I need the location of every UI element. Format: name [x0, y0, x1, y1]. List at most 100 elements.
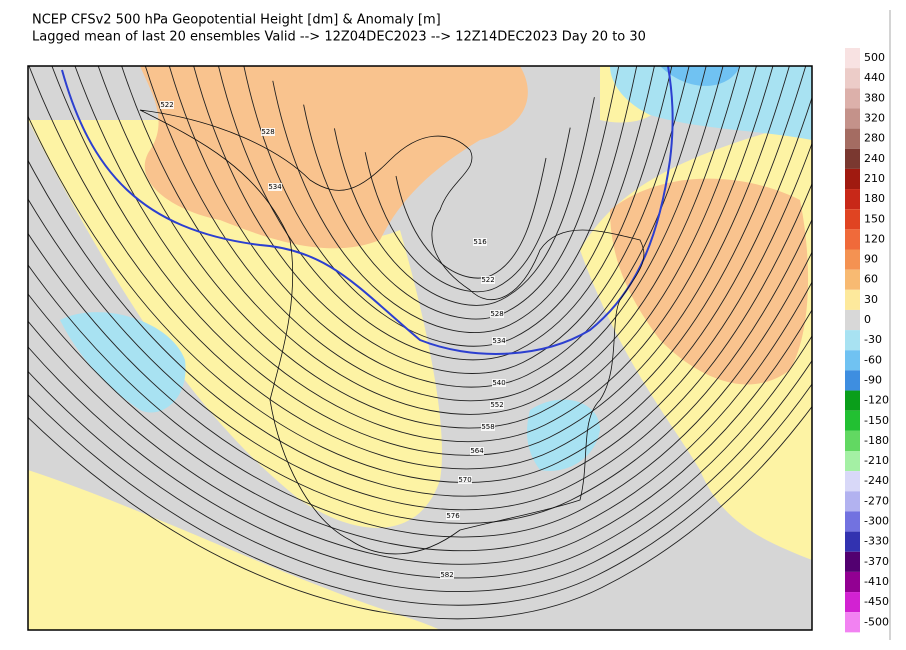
contour-line [218, 66, 673, 361]
colorbar-label: 0 [864, 313, 871, 326]
contour-line [28, 281, 812, 551]
colorbar-swatch [845, 108, 860, 129]
contour-line [168, 66, 707, 388]
colorbar-swatch [845, 249, 860, 270]
title: NCEP CFSv2 500 hPa Geopotential Height [… [32, 13, 441, 28]
contour-line [395, 157, 547, 279]
colorbar-swatch [845, 370, 860, 391]
colorbar-swatch [845, 209, 860, 230]
colorbar-swatch [845, 430, 860, 451]
contour-label: 564 [470, 447, 484, 455]
contour-label: 528 [261, 128, 274, 136]
colorbar-label: -500 [864, 615, 889, 628]
colorbar-swatch [845, 350, 860, 371]
colorbar: 500 440 380 320 280 240 210 180 150 120 90 60 30 0 -30… [845, 48, 889, 633]
contour-label: 516 [473, 238, 487, 246]
colorbar-swatch [845, 189, 860, 210]
colorbar-swatch [845, 491, 860, 512]
contour-line [51, 66, 790, 456]
contour-label: 570 [458, 476, 471, 484]
contour-line [272, 66, 638, 333]
contour-label: 534 [492, 337, 506, 345]
colorbar-swatch [845, 48, 860, 69]
contour-line [121, 66, 741, 415]
contour-line [28, 96, 812, 483]
contour-line [74, 66, 774, 443]
contour-line [243, 66, 655, 347]
colorbar-label: -180 [864, 434, 889, 447]
colorbar-label: -370 [864, 555, 889, 568]
colorbar-label: -90 [864, 373, 882, 386]
colorbar-swatch [845, 471, 860, 492]
contour-label: 576 [446, 512, 460, 520]
colorbar-label: 180 [864, 192, 885, 205]
contour-label: 558 [481, 423, 494, 431]
colorbar-label: -210 [864, 454, 889, 467]
colorbar-label: -60 [864, 353, 882, 366]
colorbar-label: 210 [864, 172, 885, 185]
contour-line [303, 66, 620, 320]
contour-line [28, 251, 812, 538]
colorbar-swatch [845, 551, 860, 572]
colorbar-label: 440 [864, 71, 885, 84]
contour-line [28, 182, 812, 511]
map-frame [27, 65, 813, 631]
contour-label: 522 [160, 101, 173, 109]
colorbar-label: -410 [864, 575, 889, 588]
colorbar-label: 60 [864, 273, 878, 286]
contour-line [28, 405, 812, 620]
colorbar-label: 280 [864, 132, 885, 145]
colorbar-swatch [845, 592, 860, 613]
colorbar-label: -450 [864, 595, 889, 608]
colorbar-label: -120 [864, 394, 889, 407]
colorbar-swatch [845, 128, 860, 149]
colorbar-swatch [845, 269, 860, 290]
colorbar-label: 320 [864, 112, 885, 125]
contour-line [193, 66, 690, 374]
contour-line [333, 97, 595, 306]
colorbar-swatch [845, 410, 860, 431]
colorbar-label: -30 [864, 333, 882, 346]
colorbar-swatch [845, 511, 860, 532]
colorbar-label: -300 [864, 515, 889, 528]
colorbar-label: -330 [864, 535, 889, 548]
colorbar-label: 120 [864, 232, 885, 245]
colorbar-label: -150 [864, 414, 889, 427]
contour-label: 582 [440, 571, 453, 579]
colorbar-label: 380 [864, 91, 885, 104]
contour-label: 522 [481, 276, 494, 284]
colorbar-swatch [845, 309, 860, 331]
contour-line [28, 335, 812, 579]
colorbar-swatch [845, 229, 860, 250]
colorbar-label: 150 [864, 212, 885, 225]
contour-line [28, 142, 812, 497]
contour-label: 540 [492, 379, 505, 387]
contour-line [364, 127, 571, 293]
colorbar-label: 90 [864, 253, 878, 266]
colorbar-swatch [845, 148, 860, 169]
subtitle: Lagged mean of last 20 ensembles Valid -… [32, 30, 646, 45]
colorbar-label: 500 [864, 51, 885, 64]
colorbar-label: 240 [864, 152, 885, 165]
colorbar-swatch [845, 390, 860, 411]
colorbar-label: -270 [864, 494, 889, 507]
contour-label: 528 [490, 310, 503, 318]
colorbar-swatch [845, 330, 860, 351]
colorbar-swatch [845, 68, 860, 89]
colorbar-swatch [845, 289, 860, 310]
map: 522 528 534 516 522 528 534 540 552 558 … [28, 66, 812, 630]
contour-line [28, 383, 812, 606]
colorbar-swatch [845, 451, 860, 472]
colorbar-label: -240 [864, 474, 889, 487]
colorbar-label: 30 [864, 293, 878, 306]
colorbar-swatch [845, 88, 860, 109]
contour-line [97, 66, 757, 429]
colorbar-swatch [845, 168, 860, 190]
colorbar-swatch [845, 531, 860, 552]
contour-label: 534 [268, 183, 282, 191]
colorbar-swatch [845, 612, 860, 633]
contour-line [28, 308, 812, 565]
contour-line [28, 359, 812, 593]
contour-label: 552 [490, 401, 503, 409]
